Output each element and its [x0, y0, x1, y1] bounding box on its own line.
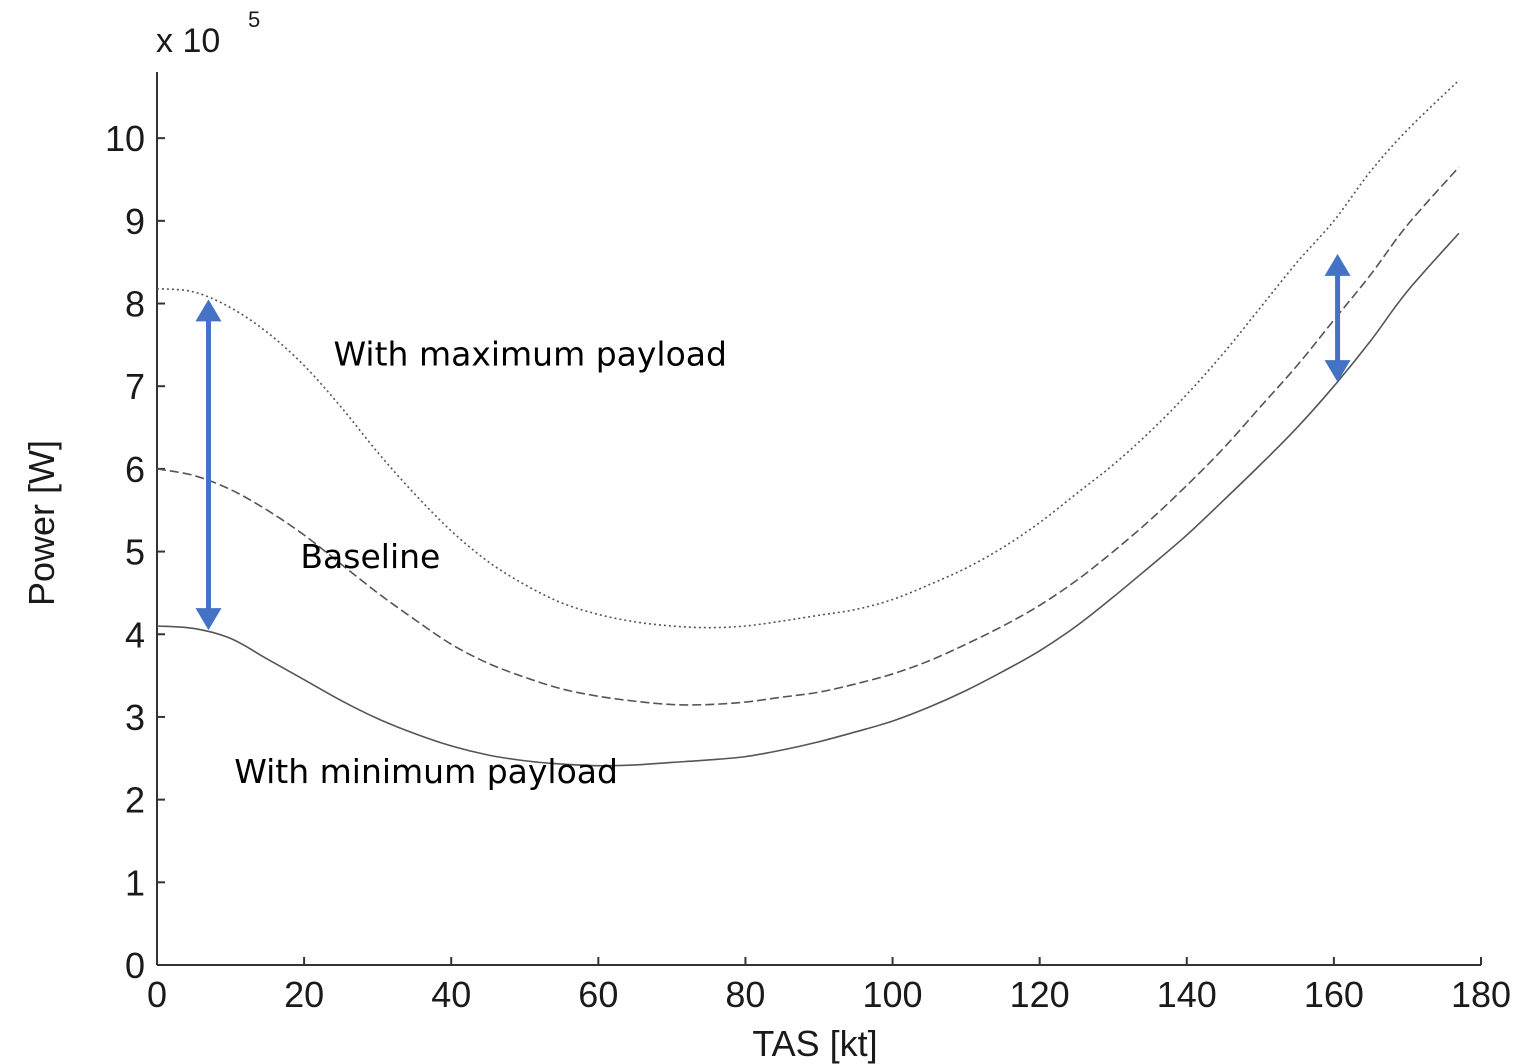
annotation-max-payload: With maximum payload: [334, 335, 727, 374]
ticks: 0 20 40 60 80 100 120 140 160 180 0 1 2 3 4 5 6 7 8 9 10: [105, 118, 1511, 1015]
axes: [156, 72, 1481, 966]
series-line-max-payload: [156, 79, 1460, 629]
arrows-group: [195, 253, 1351, 631]
y-tick-label: 0: [125, 945, 145, 986]
x-tick-label: 140: [1157, 974, 1217, 1015]
y-tick-label: 9: [125, 201, 145, 242]
y-tick-label: 6: [125, 449, 145, 490]
annotation-min-payload: With minimum payload: [234, 752, 618, 791]
y-tick-label: 2: [125, 780, 145, 821]
x-tick-label: 0: [147, 974, 167, 1015]
x-tick-label: 100: [863, 974, 923, 1015]
arrow-head-up: [1324, 253, 1351, 276]
x-tick-label: 40: [431, 974, 471, 1015]
series-line-baseline: [156, 166, 1460, 706]
y-tick-label: 7: [125, 366, 145, 407]
y-tick-label: 10: [105, 118, 145, 159]
annotations-group: With maximum payload Baseline With minimum…: [234, 335, 727, 792]
y-tick-label: 1: [125, 862, 145, 903]
arrow-head-down: [1324, 360, 1351, 383]
arrow-head-down: [195, 608, 222, 631]
series-line-min-payload: [156, 232, 1460, 767]
x-tick-label: 60: [578, 974, 618, 1015]
series-group: [156, 79, 1460, 767]
x-tick-label: 80: [725, 974, 765, 1015]
x-axis-label: TAS [kt]: [752, 1023, 877, 1064]
arrow-head-up: [195, 299, 222, 322]
y-tick-label: 4: [125, 614, 145, 655]
annotation-baseline: Baseline: [300, 537, 440, 576]
y-tick-label: 8: [125, 284, 145, 325]
y-axis-label: Power [W]: [21, 440, 62, 606]
x-tick-label: 160: [1304, 974, 1364, 1015]
x-tick-label: 180: [1451, 974, 1511, 1015]
x-tick-label: 120: [1010, 974, 1070, 1015]
y-tick-label: 5: [125, 532, 145, 573]
y-multiplier-exponent: 5: [248, 7, 260, 32]
y-multiplier: x 10: [156, 22, 220, 60]
y-tick-label: 3: [125, 697, 145, 738]
x-tick-label: 20: [284, 974, 324, 1015]
